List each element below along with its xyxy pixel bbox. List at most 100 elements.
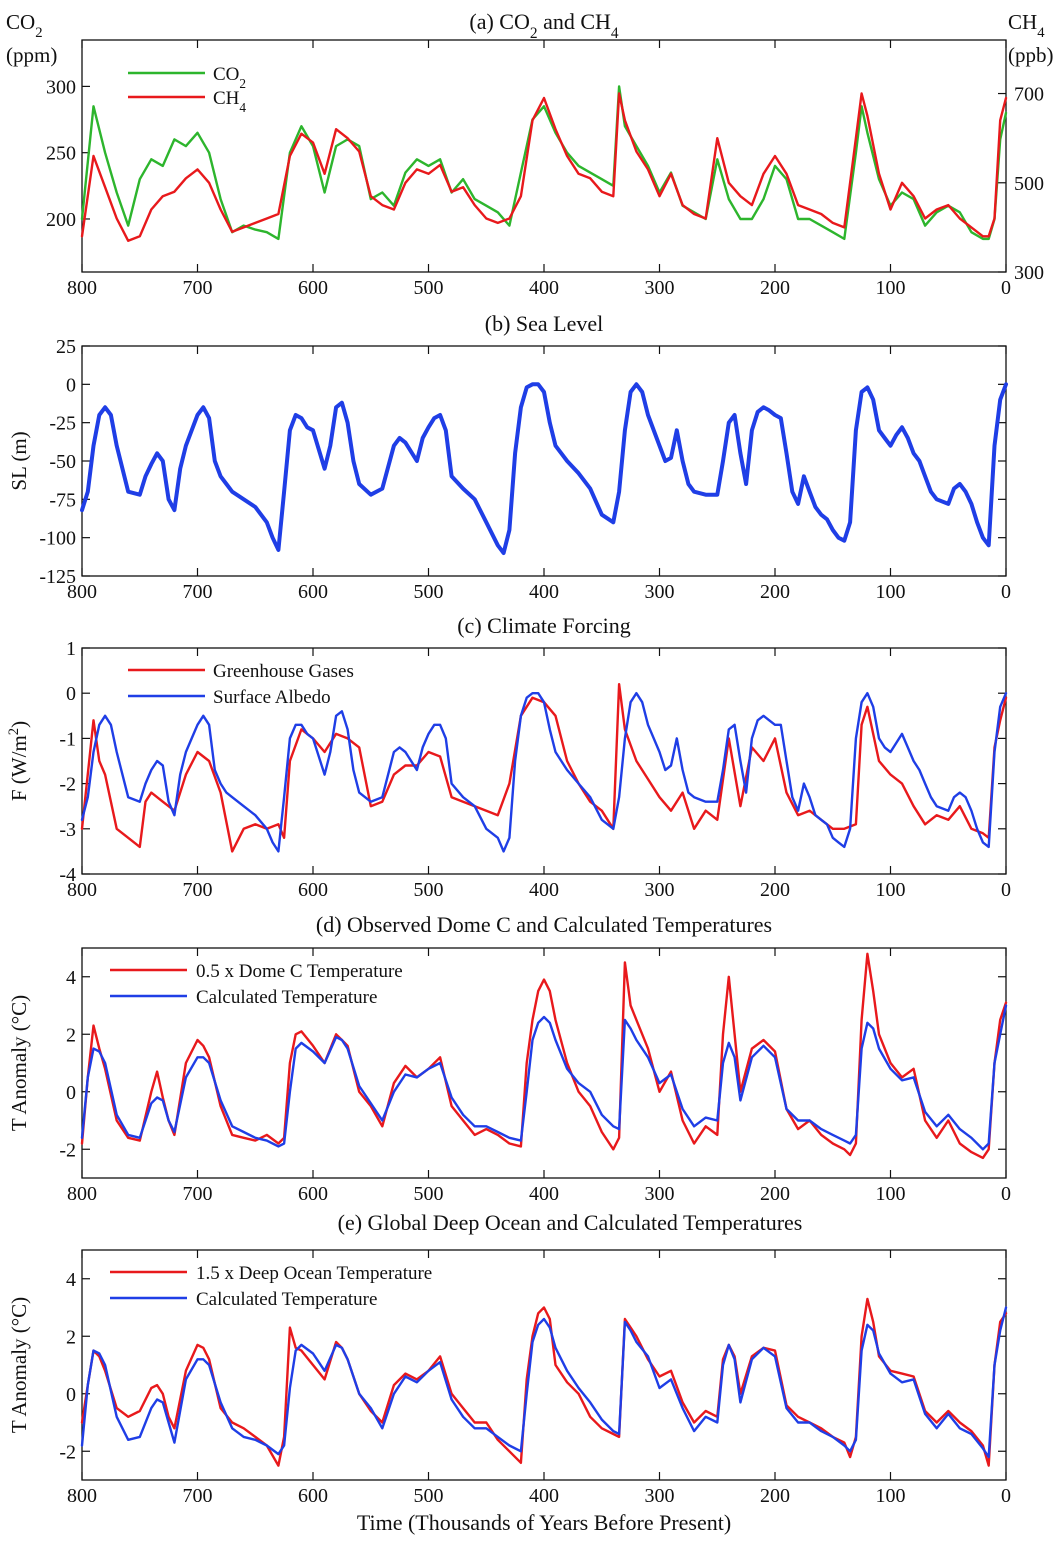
series-line-c-greenhouse-gases (80, 683, 1008, 853)
x-tick-label: 300 (645, 1485, 675, 1507)
legend-label-ch4: CH4 (213, 88, 246, 115)
x-tick-label: 600 (298, 1183, 328, 1205)
x-tick-label: 100 (876, 879, 906, 901)
x-tick-label: 800 (67, 581, 97, 603)
panel-b-frame (81, 345, 1007, 577)
panel-e-title: (e) Global Deep Ocean and Calculated Tem… (338, 1210, 803, 1235)
panel-a-right-axis-label: CH4 (1008, 10, 1045, 41)
x-tick-label: 800 (67, 879, 97, 901)
x-tick-label: 300 (645, 879, 675, 901)
panel-a-left-axis-label: CO2 (6, 10, 43, 41)
x-tick-label: 500 (414, 879, 444, 901)
y-right-tick-label: 500 (1014, 173, 1044, 195)
y-tick-label: 2 (66, 1326, 76, 1348)
x-tick-label: 800 (67, 277, 97, 299)
y-tick-label: -2 (59, 1441, 76, 1463)
y-tick-label: -2 (59, 774, 76, 796)
series-line-c-surface-albedo (80, 692, 1008, 853)
panel-d-series (80, 952, 1008, 1160)
panel-e-legend: 1.5 x Deep Ocean Temperature Calculated … (110, 1263, 432, 1310)
panel-b-title: (b) Sea Level (485, 311, 604, 336)
x-tick-label: 700 (183, 277, 213, 299)
panel-e-axes: 800 700 600 500 400 300 200 100 0 4 2 0 -2 (59, 1250, 1011, 1507)
x-tick-label: 700 (183, 581, 213, 603)
x-tick-label: 0 (1001, 1183, 1011, 1205)
panel-c-legend: Greenhouse Gases Surface Albedo (128, 661, 354, 708)
x-tick-label: 200 (760, 879, 790, 901)
y-tick-label: 300 (46, 76, 76, 98)
x-tick-label: 600 (298, 879, 328, 901)
y-tick-label: 250 (46, 143, 76, 165)
series-line-a-co2 (80, 85, 1008, 241)
x-tick-label: 700 (183, 1485, 213, 1507)
panel-d-title: (d) Observed Dome C and Calculated Tempe… (316, 912, 772, 937)
x-tick-label: 400 (529, 879, 559, 901)
y-tick-label: -1 (59, 728, 76, 750)
y-tick-label: -75 (49, 489, 76, 511)
x-tick-label: 500 (414, 1485, 444, 1507)
panel-c-axes: 800 700 600 500 400 300 200 100 0 1 0 -1 -2 -3 -4 (59, 638, 1011, 901)
panel-e-series (80, 1297, 1008, 1467)
y-tick-label: 4 (66, 1269, 76, 1291)
x-tick-label: 200 (760, 1485, 790, 1507)
panel-a-legend: CO2 CH4 (128, 64, 246, 115)
legend-label-calculated-e: Calculated Temperature (196, 1289, 377, 1310)
x-tick-label: 700 (183, 879, 213, 901)
panel-d-legend: 0.5 x Dome C Temperature Calculated Temp… (110, 961, 403, 1008)
panel-a: (a) CO2 and CH4 CO2 (ppm) CH4 (ppb) 800 7… (6, 9, 1054, 299)
x-tick-label: 800 (67, 1485, 97, 1507)
y-tick-label: -25 (49, 413, 76, 435)
y-tick-label: -2 (59, 1139, 76, 1161)
panel-a-axes: 800 700 600 500 400 300 200 100 0 200 250 300 300 500… (46, 40, 1044, 299)
panel-b-axes: 800 700 600 500 400 300 200 100 0 25 0 -25 -50 -75 -10… (39, 336, 1011, 603)
x-tick-label: 500 (414, 277, 444, 299)
panel-d: (d) Observed Dome C and Calculated Tempe… (7, 912, 1011, 1205)
x-tick-label: 300 (645, 1183, 675, 1205)
x-tick-label: 800 (67, 1183, 97, 1205)
x-tick-label: 200 (760, 277, 790, 299)
series-line-b-sea-level (80, 382, 1008, 555)
x-tick-label: 200 (760, 1183, 790, 1205)
panel-a-series (80, 85, 1008, 243)
x-tick-label: 500 (414, 1183, 444, 1205)
panel-b-y-axis-label: SL (m) (7, 431, 31, 490)
x-tick-label: 600 (298, 277, 328, 299)
x-tick-label: 100 (876, 1183, 906, 1205)
series-line-a-ch4 (80, 92, 1008, 243)
y-tick-label: 1 (66, 638, 76, 660)
x-tick-label: 500 (414, 581, 444, 603)
panel-d-frame (81, 947, 1007, 1179)
x-tick-label: 700 (183, 1183, 213, 1205)
x-tick-label: 100 (876, 1485, 906, 1507)
x-axis-label: Time (Thousands of Years Before Present) (357, 1510, 731, 1535)
panel-e: (e) Global Deep Ocean and Calculated Tem… (7, 1210, 1011, 1535)
x-tick-label: 300 (645, 277, 675, 299)
x-tick-label: 600 (298, 1485, 328, 1507)
x-tick-label: 200 (760, 581, 790, 603)
y-tick-label: -125 (39, 566, 76, 588)
y-tick-label: 4 (66, 967, 76, 989)
panel-d-axes: 800 700 600 500 400 300 200 100 0 4 2 0 -2 (59, 948, 1011, 1205)
y-tick-label: -4 (59, 864, 76, 886)
panel-a-title: (a) CO2 and CH4 (469, 9, 619, 42)
panel-c-title: (c) Climate Forcing (457, 613, 631, 638)
x-tick-label: 400 (529, 277, 559, 299)
panel-d-y-axis-label: T Anomaly (°C) (7, 995, 31, 1131)
panel-c: (c) Climate Forcing F (W/m2) 800 700 600 50… (6, 613, 1011, 901)
legend-label-deep-ocean: 1.5 x Deep Ocean Temperature (196, 1263, 432, 1284)
panel-b-series (80, 382, 1008, 555)
y-tick-label: 0 (66, 1082, 76, 1104)
x-tick-label: 0 (1001, 1485, 1011, 1507)
y-tick-label: -100 (39, 528, 76, 550)
x-tick-label: 100 (876, 581, 906, 603)
x-tick-label: 0 (1001, 879, 1011, 901)
y-tick-label: -50 (49, 451, 76, 473)
x-tick-label: 400 (529, 1183, 559, 1205)
y-tick-label: 0 (66, 374, 76, 396)
panel-a-right-axis-unit: (ppb) (1008, 43, 1054, 67)
x-tick-label: 100 (876, 277, 906, 299)
x-tick-label: 600 (298, 581, 328, 603)
x-tick-label: 300 (645, 581, 675, 603)
y-tick-label: 0 (66, 683, 76, 705)
panel-a-left-axis-unit: (ppm) (6, 43, 57, 67)
